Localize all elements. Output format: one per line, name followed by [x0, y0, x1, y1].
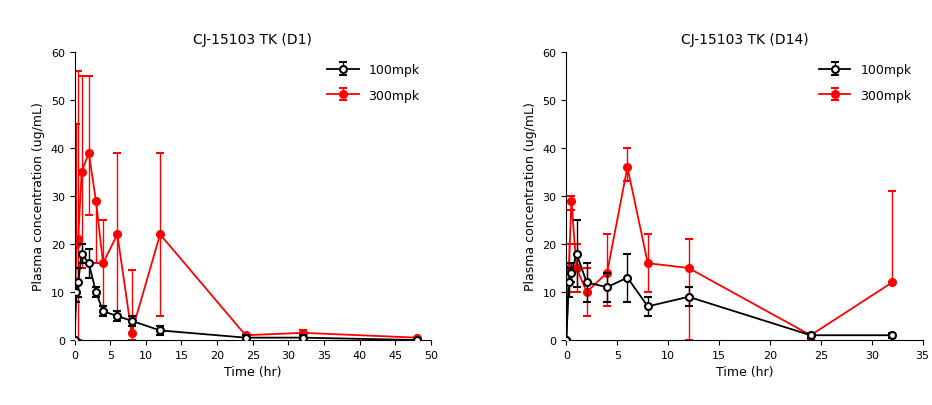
Y-axis label: Plasma concentration (ug/mL): Plasma concentration (ug/mL)	[524, 102, 537, 291]
Legend: 100mpk, 300mpk: 100mpk, 300mpk	[814, 59, 916, 107]
Title: CJ-15103 TK (D14): CJ-15103 TK (D14)	[680, 33, 808, 47]
X-axis label: Time (hr): Time (hr)	[224, 365, 281, 378]
Legend: 100mpk, 300mpk: 100mpk, 300mpk	[322, 59, 425, 107]
X-axis label: Time (hr): Time (hr)	[716, 365, 774, 378]
Y-axis label: Plasma concentration (ug/mL): Plasma concentration (ug/mL)	[33, 102, 45, 291]
Title: CJ-15103 TK (D1): CJ-15103 TK (D1)	[193, 33, 312, 47]
